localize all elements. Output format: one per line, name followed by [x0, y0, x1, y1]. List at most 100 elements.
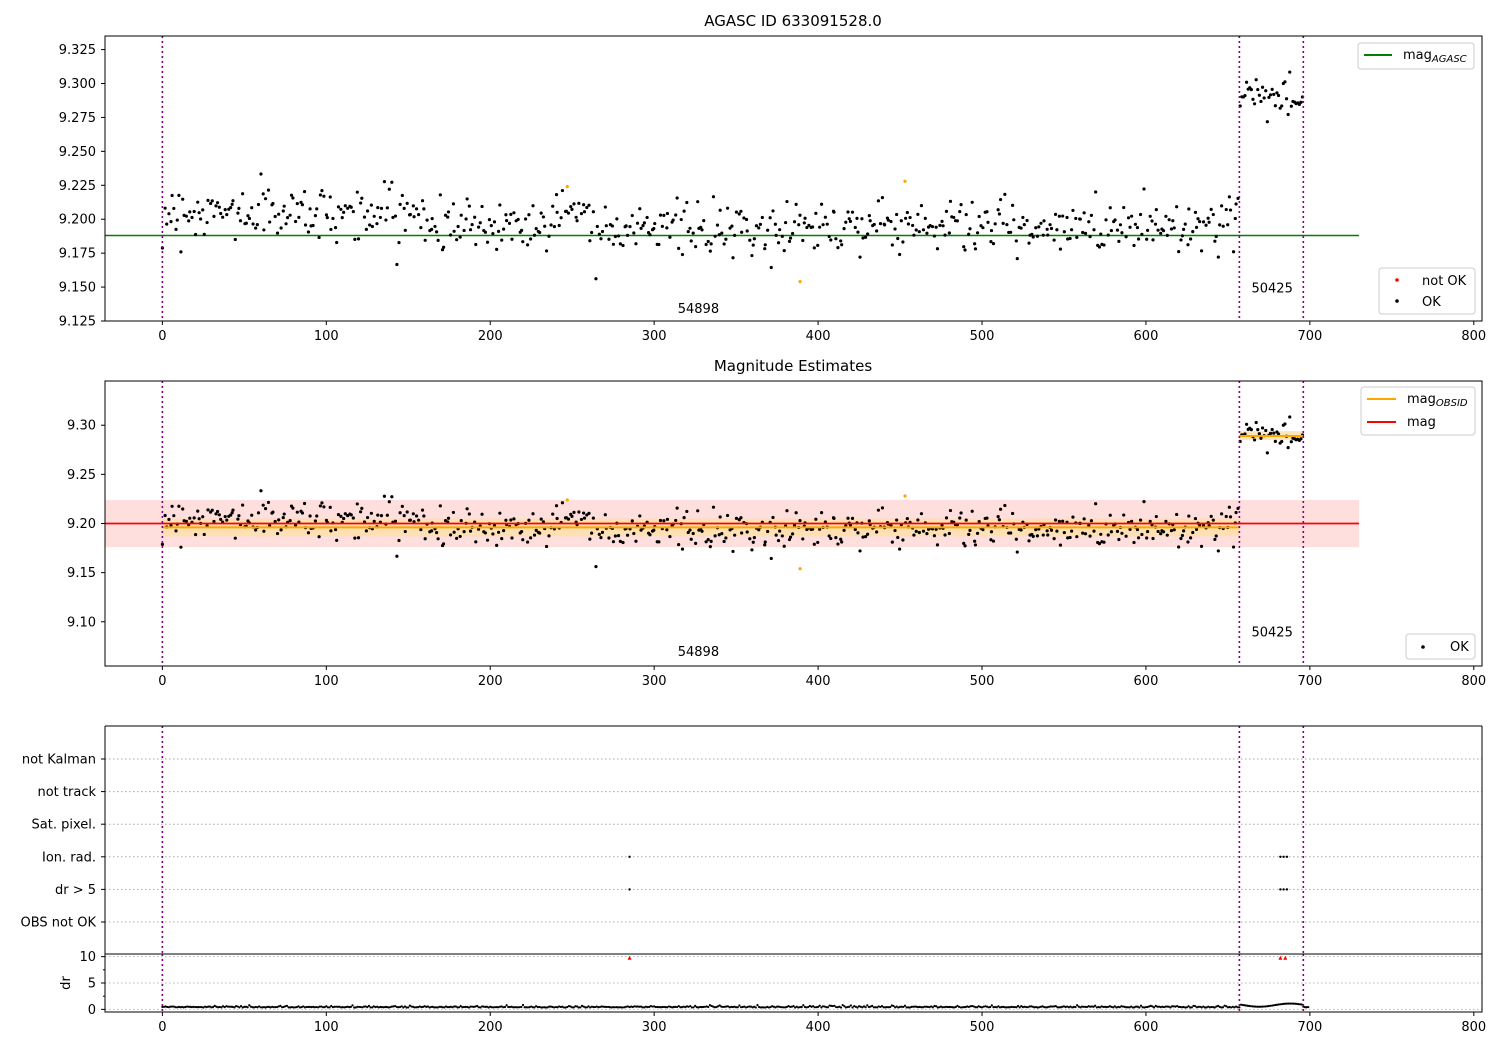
dr-point: [613, 1006, 616, 1009]
ok-point: [1172, 226, 1176, 230]
ok-point: [630, 519, 634, 523]
ok-point: [198, 217, 203, 221]
ok-point: [462, 228, 466, 233]
dr-point: [607, 1005, 610, 1009]
ok-point: [1182, 227, 1186, 231]
ok-point: [262, 529, 266, 533]
ok-point: [642, 221, 646, 225]
dr-point: [1069, 1005, 1072, 1008]
ok-point: [790, 532, 795, 536]
dr-point: [735, 1006, 738, 1009]
ok-point: [899, 219, 903, 223]
ok-point: [868, 219, 872, 223]
dr-point: [213, 1004, 216, 1007]
ok-point: [842, 528, 846, 532]
outlier-point: [798, 567, 802, 571]
ok-point: [658, 213, 663, 217]
ok-point: [223, 208, 227, 212]
dr-point: [1084, 1005, 1087, 1008]
dr-point: [616, 1006, 620, 1009]
dr-point: [1295, 1002, 1298, 1006]
dr-point: [984, 1005, 987, 1008]
dr-point: [930, 1005, 933, 1008]
ok-point: [855, 216, 859, 220]
ok-point: [512, 517, 516, 521]
ok-point: [395, 262, 399, 267]
dr-point: [1300, 1003, 1303, 1006]
dr-point: [384, 1005, 387, 1009]
ok-point: [1130, 214, 1134, 218]
ok-point: [1182, 529, 1186, 533]
dr-point: [694, 1004, 697, 1007]
ok-point: [733, 233, 737, 237]
dr-point: [251, 1006, 254, 1009]
ok-point: [816, 540, 820, 545]
ok-point: [958, 210, 962, 214]
ok-point: [170, 193, 174, 198]
ok-point: [379, 514, 384, 518]
ok-point: [1057, 519, 1061, 523]
ok-point: [1199, 544, 1204, 548]
ok-point: [393, 519, 398, 523]
ok-point: [1128, 527, 1132, 531]
legend-label: OK: [1450, 640, 1469, 655]
dr-point: [843, 1005, 846, 1008]
ok-point: [908, 215, 912, 220]
ok-point: [193, 232, 198, 237]
ok-point: [607, 536, 611, 540]
ok-point: [970, 200, 974, 204]
ok-point: [1265, 451, 1269, 455]
ok-point: [349, 205, 353, 209]
ok-point: [1198, 523, 1202, 527]
ok-point: [1264, 428, 1268, 433]
dr-point: [503, 1005, 507, 1009]
dr-point: [972, 1005, 975, 1008]
ok-point: [1071, 208, 1075, 213]
ok-point: [997, 518, 1002, 522]
dr-point: [290, 1006, 293, 1009]
ok-point: [521, 240, 525, 244]
dr-point: [1005, 1006, 1008, 1009]
ok-point: [1156, 228, 1160, 232]
ok-point: [788, 236, 793, 240]
ok-point: [718, 208, 722, 212]
ok-point: [368, 223, 372, 227]
ok-point: [1102, 540, 1106, 544]
dr-point: [1015, 1006, 1018, 1009]
ok-point: [941, 224, 945, 228]
ok-point: [674, 518, 678, 523]
ok-point: [206, 198, 210, 202]
dr-point: [1249, 1005, 1252, 1008]
dr-point: [1112, 1006, 1115, 1009]
dr-point: [379, 1005, 382, 1009]
ok-point: [1055, 529, 1059, 533]
dr-point: [1151, 1005, 1154, 1008]
dr-point: [1294, 1002, 1297, 1005]
dr-point: [390, 1005, 393, 1008]
ok-point: [706, 239, 710, 244]
ok-point: [989, 240, 993, 244]
ok-point: [175, 218, 179, 222]
dr-point: [726, 1005, 730, 1008]
ok-point: [1122, 513, 1126, 517]
ok-point: [201, 208, 205, 212]
ok-point: [748, 238, 752, 242]
flag-point: [1282, 888, 1285, 891]
ok-point: [657, 242, 661, 247]
ok-point: [1089, 519, 1094, 523]
ok-point: [1272, 431, 1276, 435]
dr-point: [592, 1005, 595, 1009]
dr-point: [895, 1005, 898, 1008]
chart1-x-tick-label: 700: [1297, 674, 1322, 689]
dr-point: [285, 1004, 289, 1007]
ok-point: [1243, 94, 1247, 98]
ok-point: [266, 500, 271, 505]
ok-point: [1148, 214, 1152, 218]
chart-title-1: AGASC ID 633091528.0: [704, 12, 882, 30]
dr-point: [941, 1006, 944, 1009]
ok-point: [1083, 532, 1088, 536]
ok-point: [704, 242, 708, 247]
ok-point: [632, 231, 636, 235]
dr-point: [1074, 1006, 1077, 1009]
ok-point: [794, 202, 798, 207]
